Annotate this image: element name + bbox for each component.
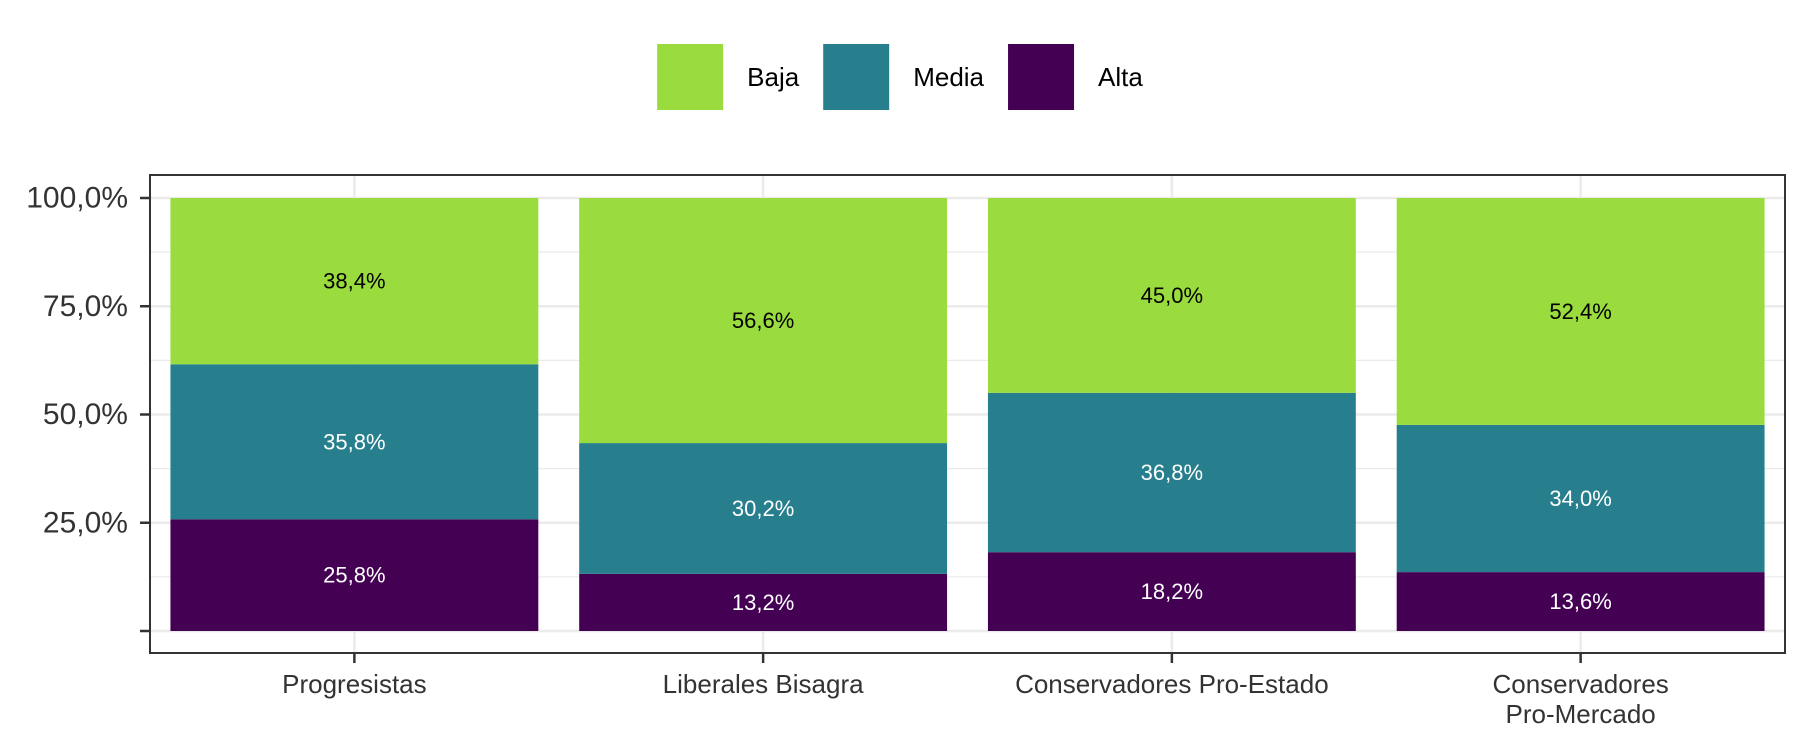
legend-key-media [823, 44, 890, 110]
data-label: 45,0% [1141, 283, 1203, 308]
x-tick-label: Conservadores Pro-Estado [1015, 669, 1329, 699]
y-tick-label: 25,0% [43, 506, 128, 539]
data-label: 13,2% [732, 590, 794, 615]
bar-segment-media [170, 364, 539, 520]
legend-label-alta: Alta [1098, 62, 1143, 92]
data-label: 52,4% [1549, 299, 1611, 324]
data-label: 34,0% [1549, 486, 1611, 511]
bar-segment-baja [987, 198, 1356, 393]
bar-segment-media [987, 392, 1356, 553]
x-tick-label: Liberales Bisagra [663, 669, 864, 699]
legend-label-media: Media [913, 62, 984, 92]
bar-segment-alta [170, 519, 539, 631]
bar-segment-baja [170, 198, 539, 365]
bar-segment-alta [579, 573, 948, 631]
data-label: 56,6% [732, 308, 794, 333]
data-label: 35,8% [323, 429, 385, 454]
y-tick-label: 75,0% [43, 290, 128, 323]
data-label: 13,6% [1549, 589, 1611, 614]
legend-label-baja: Baja [747, 62, 800, 92]
data-label: 18,2% [1141, 579, 1203, 604]
bar-segment-alta [987, 552, 1356, 631]
x-tick-label: Progresistas [282, 669, 427, 699]
y-tick-label: 50,0% [43, 398, 128, 431]
bar-segment-alta [1396, 572, 1765, 631]
x-tick-label: Conservadores [1492, 669, 1668, 699]
data-label: 30,2% [732, 496, 794, 521]
x-tick-label: Pro-Mercado [1505, 699, 1655, 729]
bar-segment-media [579, 443, 948, 574]
data-label: 38,4% [323, 269, 385, 294]
legend-key-alta [1008, 44, 1075, 110]
data-label: 25,8% [323, 563, 385, 588]
y-tick-label: 100,0% [26, 182, 128, 215]
bar-segment-baja [1396, 198, 1765, 425]
legend-key-baja [657, 44, 724, 110]
bar-segment-baja [579, 198, 948, 444]
data-label: 36,8% [1141, 460, 1203, 485]
bar-segment-media [1396, 424, 1765, 573]
